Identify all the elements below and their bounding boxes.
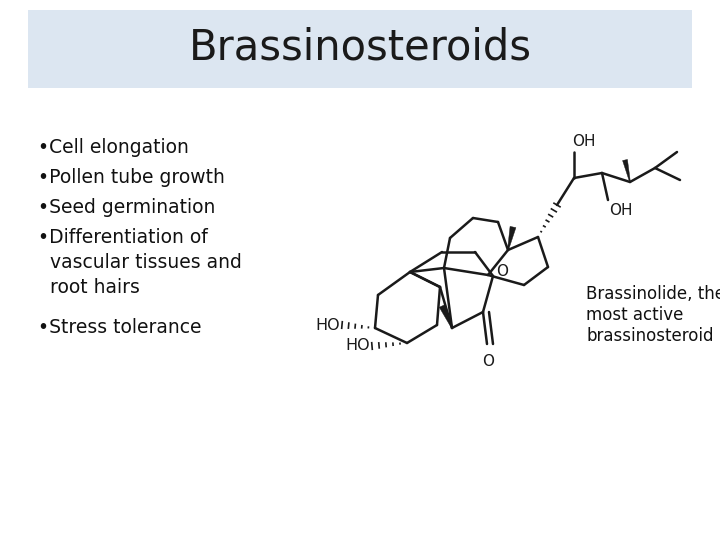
Text: •Cell elongation: •Cell elongation xyxy=(38,138,189,157)
Text: root hairs: root hairs xyxy=(38,278,140,297)
Text: HO: HO xyxy=(315,318,340,333)
Polygon shape xyxy=(508,226,516,250)
Text: •Stress tolerance: •Stress tolerance xyxy=(38,318,202,337)
Text: vascular tissues and: vascular tissues and xyxy=(38,253,242,272)
Text: OH: OH xyxy=(572,134,595,149)
Text: •Seed germination: •Seed germination xyxy=(38,198,215,217)
Text: •Differentiation of: •Differentiation of xyxy=(38,228,208,247)
Polygon shape xyxy=(623,159,631,182)
Text: Brassinosteroids: Brassinosteroids xyxy=(189,26,531,68)
FancyBboxPatch shape xyxy=(28,10,692,88)
Polygon shape xyxy=(439,305,452,328)
Text: HO: HO xyxy=(346,339,370,354)
Text: Brassinolide, the
most active
brassinosteroid: Brassinolide, the most active brassinost… xyxy=(586,285,720,345)
Text: •Pollen tube growth: •Pollen tube growth xyxy=(38,168,225,187)
Text: O: O xyxy=(496,265,508,280)
Text: O: O xyxy=(482,354,494,369)
Text: OH: OH xyxy=(609,203,632,218)
